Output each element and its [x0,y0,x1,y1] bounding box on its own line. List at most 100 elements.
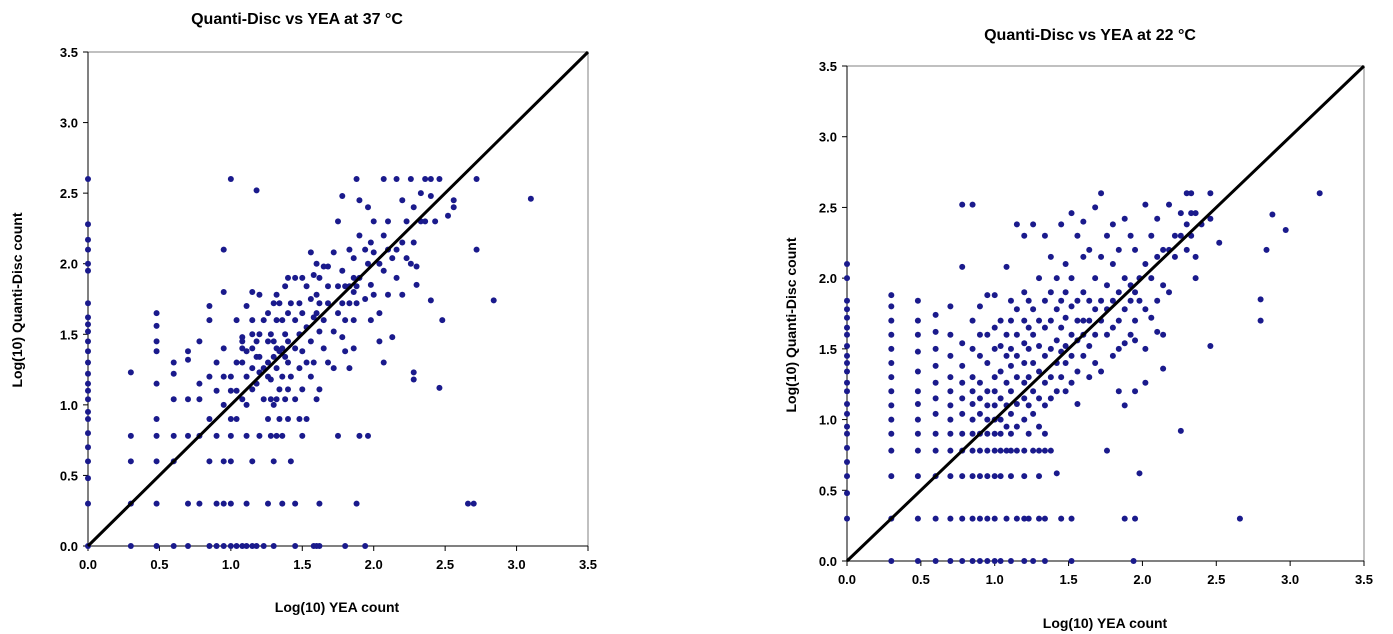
data-point [279,345,286,352]
data-point [1074,232,1081,239]
data-point [1068,303,1075,310]
data-point [85,380,91,387]
data-point [1021,447,1028,454]
data-point [206,373,213,380]
data-point [1142,201,1149,208]
data-point [265,415,271,422]
data-point [342,283,349,290]
data-point [249,345,256,352]
data-point [914,401,921,408]
data-point [1041,324,1048,331]
data-point [1062,261,1069,267]
data-point [1142,379,1149,386]
data-point [997,343,1004,350]
data-point [267,376,274,383]
data-point [1021,416,1028,423]
data-point [233,317,240,324]
data-point [432,218,439,225]
data-point [1013,447,1020,454]
data-point [1080,352,1087,359]
data-point [888,360,895,366]
data-point [991,558,998,564]
data-point [330,365,337,372]
data-point [85,314,91,321]
data-point [1074,297,1081,304]
data-point [1115,345,1122,352]
data-point [1115,246,1122,253]
data-point [227,458,234,465]
data-point [976,331,983,338]
data-point [353,300,360,307]
data-point [1047,253,1054,260]
data-point [1021,558,1028,564]
data-point [997,395,1004,402]
data-point [1098,190,1105,197]
data-point [959,379,966,386]
data-point [984,292,991,299]
data-point [1021,289,1028,296]
data-point [265,359,271,366]
data-point [997,368,1004,375]
data-point [249,331,256,338]
data-point [85,370,91,377]
data-point [239,338,246,345]
data-point [153,348,160,355]
data-point [445,212,451,219]
data-point [914,515,921,522]
data-point [422,176,429,183]
data-point [220,288,227,295]
data-point [959,395,966,402]
data-point [1109,221,1116,228]
data-point [310,272,317,279]
data-point [888,303,895,310]
data-point [914,388,921,395]
data-point [267,432,274,439]
data-point [292,274,299,281]
data-point [844,459,850,465]
data-point [220,373,227,380]
data-point [335,310,341,317]
data-point [233,359,240,366]
data-point [407,176,414,183]
data-point [220,458,227,465]
data-point [335,432,341,439]
data-point [410,204,417,211]
data-point [196,338,203,345]
data-point [303,415,310,422]
data-point [1036,275,1043,282]
data-point [153,543,160,549]
data-point [1036,473,1043,480]
data-point [1030,306,1037,313]
data-point [85,458,91,465]
data-point [1269,211,1276,218]
data-point [342,317,349,324]
data-point [1177,232,1184,239]
data-point [1127,232,1134,239]
data-point [1007,297,1014,304]
data-point [976,558,983,564]
chart-panel-22c: Quanti-Disc vs YEA at 22 °C Log(10) YEA … [760,0,1393,634]
data-point [256,432,263,439]
data-point [153,458,160,465]
data-point [313,291,320,298]
data-point [991,388,998,395]
data-point [1074,317,1081,324]
data-point [239,543,246,549]
data-point [1188,190,1195,197]
data-point [85,176,91,183]
data-point [947,303,954,310]
x-axis-label: Log(10) YEA count [275,599,400,615]
data-point [984,473,991,480]
data-point [350,317,357,324]
data-point [243,432,250,439]
data-point [153,500,160,507]
data-point [273,317,280,324]
data-point [1025,515,1032,522]
data-point [1007,473,1014,480]
data-point [316,274,323,281]
data-point [299,432,306,439]
data-point [1036,395,1043,402]
data-point [313,310,320,317]
data-point [844,444,850,451]
data-point [969,473,976,480]
